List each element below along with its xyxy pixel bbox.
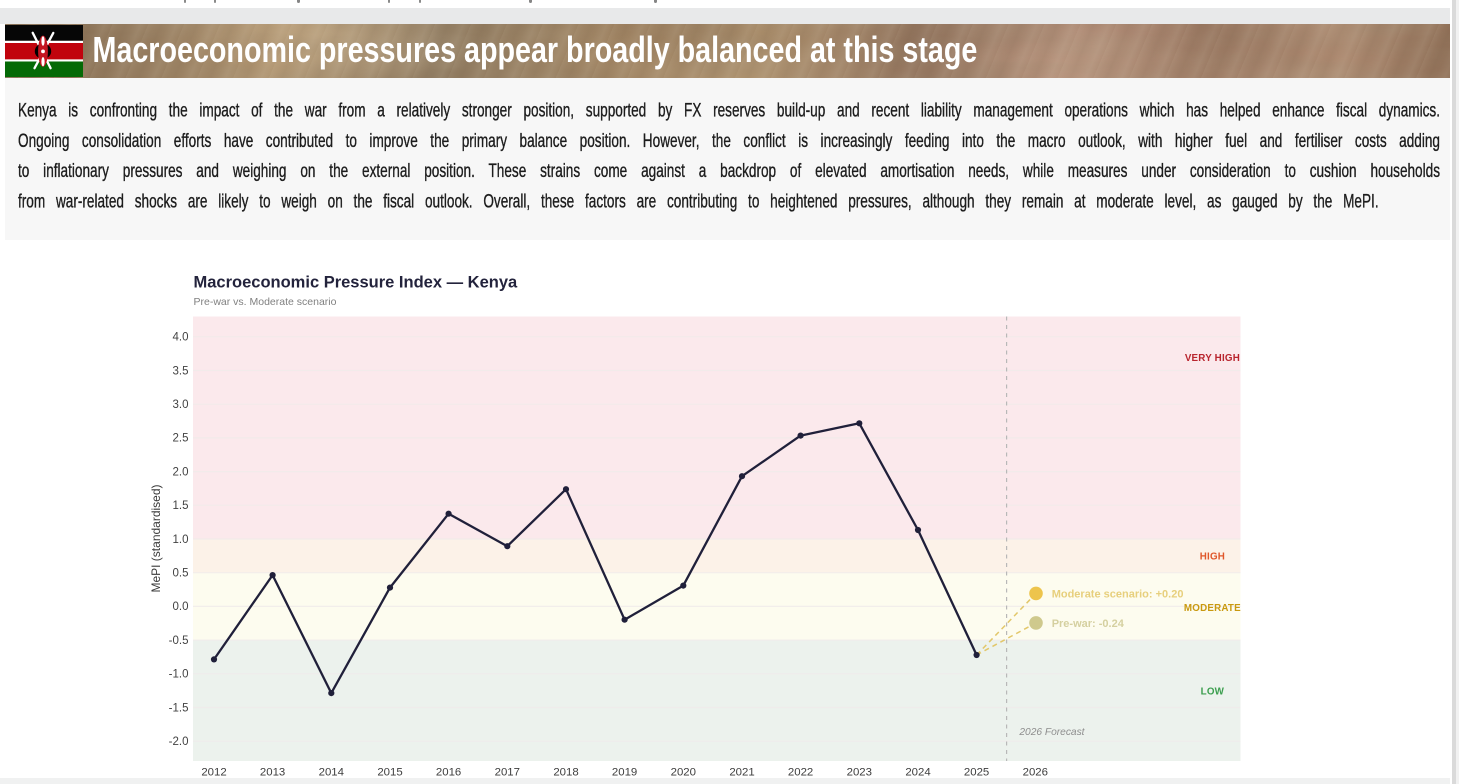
svg-text:-1.0: -1.0	[169, 669, 189, 681]
svg-text:Pre-war: -0.24: Pre-war: -0.24	[1052, 618, 1125, 630]
svg-text:-0.5: -0.5	[169, 635, 189, 647]
svg-text:2025: 2025	[964, 767, 989, 779]
svg-text:2018: 2018	[553, 767, 578, 779]
svg-text:MePI (standardised): MePI (standardised)	[149, 484, 163, 592]
svg-text:2019: 2019	[612, 767, 637, 779]
svg-text:Pre-war vs. Moderate scenario: Pre-war vs. Moderate scenario	[194, 296, 337, 308]
svg-text:2021: 2021	[729, 767, 754, 779]
svg-text:-1.5: -1.5	[169, 702, 189, 714]
svg-text:2013: 2013	[260, 767, 285, 779]
svg-text:1.5: 1.5	[173, 500, 189, 512]
svg-text:-2.0: -2.0	[169, 736, 189, 748]
svg-text:2022: 2022	[788, 767, 813, 779]
svg-text:4.0: 4.0	[173, 332, 189, 344]
svg-text:VERY HIGH: VERY HIGH	[1185, 353, 1240, 364]
svg-text:2014: 2014	[319, 767, 344, 779]
svg-text:0.0: 0.0	[173, 601, 189, 613]
svg-text:Macroeconomic Pressure Index —: Macroeconomic Pressure Index — Kenya	[194, 274, 519, 292]
svg-text:LOW: LOW	[1201, 687, 1225, 698]
svg-text:0.5: 0.5	[173, 568, 189, 580]
svg-text:2015: 2015	[377, 767, 402, 779]
svg-text:Moderate scenario: +0.20: Moderate scenario: +0.20	[1052, 588, 1184, 600]
svg-text:3.5: 3.5	[173, 365, 189, 377]
svg-text:2016: 2016	[436, 767, 461, 779]
svg-text:2.0: 2.0	[173, 466, 189, 478]
svg-text:2023: 2023	[847, 767, 872, 779]
svg-text:HIGH: HIGH	[1200, 552, 1225, 563]
svg-text:MODERATE: MODERATE	[1184, 603, 1241, 614]
svg-text:2.5: 2.5	[173, 433, 189, 445]
svg-text:2026 Forecast: 2026 Forecast	[1018, 727, 1085, 738]
svg-text:2026: 2026	[1023, 767, 1048, 779]
svg-text:2012: 2012	[201, 767, 226, 779]
svg-text:2017: 2017	[495, 767, 520, 779]
svg-text:1.0: 1.0	[173, 534, 189, 546]
svg-text:2024: 2024	[905, 767, 930, 779]
svg-text:3.0: 3.0	[173, 399, 189, 411]
svg-text:2020: 2020	[671, 767, 696, 779]
